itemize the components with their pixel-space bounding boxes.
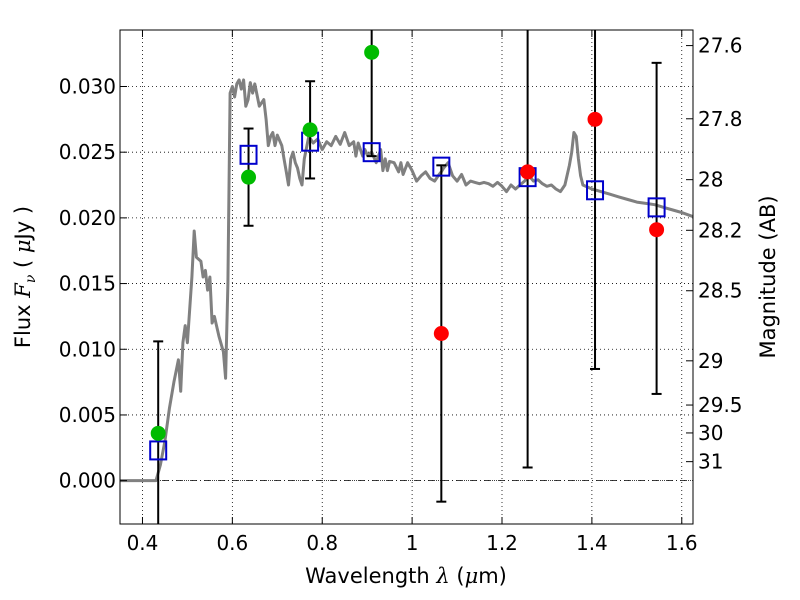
y2-axis-label: Magnitude (AB): [756, 195, 780, 358]
model-point-square: [362, 142, 381, 163]
model-points-layer: [149, 131, 666, 461]
x-tick-label: 1.2: [486, 531, 518, 555]
y2-tick-label: 27.8: [698, 107, 743, 131]
y-tick-label: 0.015: [59, 272, 116, 296]
model-point-square: [432, 156, 451, 177]
observed-point-dot: [241, 169, 257, 185]
spectrum-line: [120, 78, 693, 483]
x-tick-label: 1: [406, 531, 419, 555]
y2-tick-label: 27.6: [698, 34, 743, 58]
y-tick-label: 0.000: [59, 469, 116, 493]
x-axis-label: Wavelength λ (μm): [305, 564, 507, 588]
x-axis-ticks: 0.4 0.6 0.8 1 1.2 1.4 1.6: [127, 30, 698, 555]
y-tick-label: 0.010: [59, 337, 116, 361]
model-point-square: [647, 197, 666, 218]
observed-point-dot: [587, 111, 603, 127]
y-tick-label: 0.020: [59, 206, 116, 230]
x-tick-label: 0.6: [216, 531, 248, 555]
y2-tick-label: 30: [698, 421, 723, 445]
y2-tick-label: 28.2: [698, 218, 743, 242]
y2-tick-label: 29: [698, 349, 723, 373]
observed-point-dot: [302, 122, 318, 138]
spectrum-layer: [120, 78, 693, 483]
x-tick-label: 1.4: [576, 531, 608, 555]
y2-tick-label: 31: [698, 450, 723, 474]
y-tick-label: 0.030: [59, 74, 116, 98]
y-axis-ticks: 0.000 0.005 0.010 0.015 0.020 0.025 0.030: [59, 74, 127, 493]
y-tick-label: 0.005: [59, 403, 116, 427]
observed-point-dot: [649, 222, 665, 238]
observed-points-layer: [150, 44, 665, 441]
y2-tick-label: 28: [698, 168, 723, 192]
observed-point-dot: [364, 44, 380, 60]
x-tick-label: 0.8: [306, 531, 338, 555]
observed-point-dot: [433, 325, 449, 341]
x-tick-label: 1.6: [666, 531, 698, 555]
plot-frame: [119, 29, 694, 525]
model-point-square: [149, 440, 168, 461]
model-point-square: [586, 180, 605, 201]
x-tick-label: 0.4: [127, 531, 159, 555]
observed-point-dot: [150, 425, 166, 441]
y2-axis-ticks: 27.6 27.8 28 28.2 28.5 29 29.5 30 31: [686, 34, 743, 474]
y-axis-label: Flux Fν ( μJy ): [11, 206, 39, 348]
y-tick-label: 0.025: [59, 140, 116, 164]
observed-point-dot: [520, 164, 536, 180]
model-point-square: [239, 144, 258, 165]
y2-tick-label: 29.5: [698, 393, 743, 417]
y2-tick-label: 28.5: [698, 279, 743, 303]
